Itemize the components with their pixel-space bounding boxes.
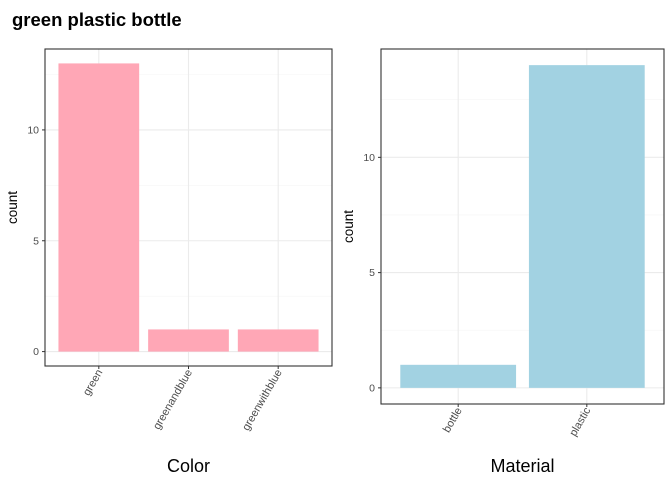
x-tick-label: green bbox=[81, 368, 105, 398]
bar-plastic bbox=[528, 65, 645, 388]
color-count-chart: 0 5 10 green greenandblue greenwithblue count C… bbox=[5, 48, 333, 476]
y-tick-label: 10 bbox=[363, 152, 375, 164]
y-tick-label: 5 bbox=[369, 267, 375, 279]
panel-border bbox=[380, 48, 665, 405]
y-axis-title: count bbox=[341, 210, 356, 243]
x-tick-label: bottle bbox=[441, 406, 465, 435]
bar-greenwithblue bbox=[237, 329, 319, 352]
x-tick-label: plastic bbox=[567, 405, 593, 438]
x-axis-title: Color bbox=[167, 456, 210, 476]
y-tick-label: 0 bbox=[33, 346, 39, 358]
y-tick-label: 5 bbox=[33, 235, 39, 247]
bar-green bbox=[58, 63, 140, 352]
y-tick-label: 0 bbox=[369, 382, 375, 394]
x-tick-label: greenandblue bbox=[151, 368, 195, 432]
x-tick-label: greenwithblue bbox=[240, 368, 285, 433]
bar-bottle bbox=[400, 364, 517, 388]
y-axis-title: count bbox=[5, 191, 20, 224]
x-axis-title: Material bbox=[490, 456, 554, 476]
material-count-chart: 0 5 10 bottle plastic count Material bbox=[341, 48, 665, 476]
page-title: green plastic bottle bbox=[12, 9, 182, 30]
y-tick-label: 10 bbox=[27, 124, 39, 136]
bar-greenandblue bbox=[148, 329, 229, 352]
